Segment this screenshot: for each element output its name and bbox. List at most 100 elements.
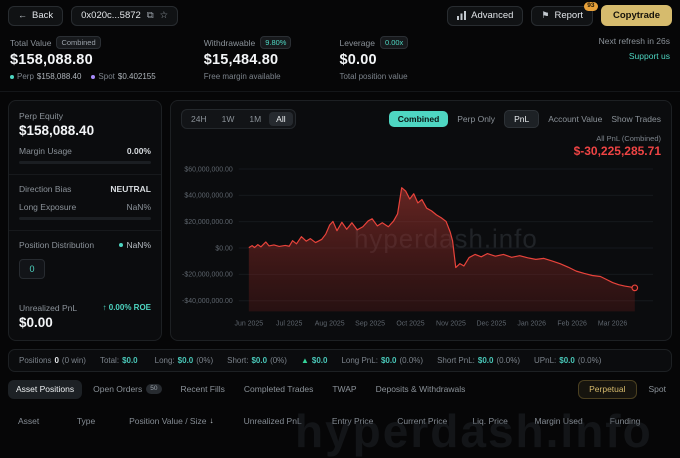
range-24h-button[interactable]: 24H: [184, 112, 214, 126]
topbar: ← Back 0x020c...5872 ⧉ ☆ Advanced ⚑ Repo…: [0, 0, 680, 30]
pnl-area-chart[interactable]: $60,000,000.00 $40,000,000.00 $20,000,000.…: [181, 160, 661, 337]
svg-text:Jan 2026: Jan 2026: [517, 321, 546, 328]
margin-usage-value: 0.00%: [126, 146, 151, 157]
margin-usage-meter: [19, 161, 151, 165]
spot-toggle-button[interactable]: Spot: [643, 381, 673, 398]
support-us-link[interactable]: Support us: [628, 51, 670, 62]
show-trades-toggle[interactable]: Show Trades: [611, 114, 661, 125]
account-stats-bar: Total Value Combined $158,088.80 Perp $1…: [0, 30, 680, 93]
range-1w-button[interactable]: 1W: [215, 112, 242, 126]
tab-deposits-withdrawals[interactable]: Deposits & Withdrawals: [368, 380, 474, 399]
up-triangle-icon: ▲: [300, 355, 309, 365]
svg-text:Jul 2025: Jul 2025: [276, 321, 302, 328]
tab-twap[interactable]: TWAP: [324, 380, 364, 399]
perp-value-pair: Perp $158,088.40: [10, 72, 81, 81]
back-button[interactable]: ← Back: [8, 5, 64, 26]
leverage-badge: 0.00x: [379, 36, 409, 50]
svg-text:Oct 2025: Oct 2025: [396, 321, 424, 328]
leverage-value: $0.00: [339, 52, 377, 69]
spot-value: $0.402155: [117, 72, 156, 82]
advanced-button[interactable]: Advanced: [447, 5, 524, 26]
perp-equity-panel: Perp Equity $158,088.40 Margin Usage 0.0…: [8, 100, 162, 341]
mode-combined-button[interactable]: Combined: [388, 111, 449, 128]
wallet-address-pill: 0x020c...5872 ⧉ ☆: [71, 5, 179, 26]
positions-summary-strip: Positions 0 (0 win) Total: $0.0 Long: $0…: [8, 348, 672, 372]
report-button[interactable]: ⚑ Report 93: [531, 1, 599, 26]
divider: [9, 230, 161, 232]
copytrade-button[interactable]: Copytrade: [601, 5, 672, 27]
tab-recent-fills[interactable]: Recent Fills: [173, 380, 233, 399]
withdrawable-sub: Free margin available: [203, 72, 281, 82]
copy-address-icon[interactable]: ⧉: [146, 9, 154, 21]
col-liq-price[interactable]: Liq. Price: [472, 415, 508, 426]
svg-text:Nov 2025: Nov 2025: [436, 321, 466, 328]
perp-value: $158,088.40: [36, 72, 82, 82]
withdrawable-label: Withdrawable: [203, 37, 256, 48]
long-exposure-label: Long Exposure: [19, 202, 77, 213]
total-value-label: Total Value: [10, 37, 52, 48]
spot-label: Spot: [98, 72, 115, 82]
distribution-count-box: 0: [19, 259, 45, 280]
svg-text:Aug 2025: Aug 2025: [315, 321, 345, 328]
time-range-segmented-control: 24H 1W 1M All: [181, 109, 296, 130]
svg-text:Sep 2025: Sep 2025: [355, 321, 385, 328]
unrealized-pnl-group: Unrealized PnL ↑ 0.00% ROE $0.00: [19, 295, 151, 330]
svg-text:$60,000,000.00: $60,000,000.00: [184, 167, 233, 174]
col-funding[interactable]: Funding: [609, 415, 641, 426]
col-entry-price[interactable]: Entry Price: [331, 415, 374, 426]
long-exposure-value: NaN%: [126, 202, 151, 213]
leverage-label: Leverage: [339, 37, 375, 48]
long-exposure-meter: [19, 217, 151, 221]
spot-dot-icon: [91, 74, 96, 79]
col-current-price[interactable]: Current Price: [397, 415, 448, 426]
main-content: Perp Equity $158,088.40 Margin Usage 0.0…: [0, 92, 680, 348]
tab-open-orders[interactable]: Open Orders 50: [85, 380, 169, 399]
pnl-readout-value: $-30,225,285.71: [573, 144, 661, 159]
col-position-value-size[interactable]: Position Value / Size ↓: [129, 415, 214, 426]
stats-right: Next refresh in 26s Support us: [599, 36, 670, 61]
perp-equity-value: $158,088.40: [19, 123, 95, 139]
total-value: $158,088.80: [10, 52, 93, 69]
perpetual-toggle-button[interactable]: Perpetual: [578, 379, 637, 399]
svg-text:Feb 2026: Feb 2026: [557, 321, 587, 328]
mode-perp-only-button[interactable]: Perp Only: [457, 114, 496, 125]
svg-text:Jun 2025: Jun 2025: [234, 321, 263, 328]
col-type[interactable]: Type: [76, 415, 96, 426]
advanced-label: Advanced: [471, 10, 514, 21]
report-count-badge: 93: [583, 1, 599, 11]
svg-text:$0.00: $0.00: [215, 246, 233, 253]
perp-dot-icon: [10, 74, 14, 79]
bar-chart-icon: [457, 11, 467, 21]
sort-desc-icon: ↓: [209, 416, 214, 426]
positions-tabs-row: Asset Positions Open Orders 50 Recent Fi…: [8, 379, 673, 399]
tab-asset-positions[interactable]: Asset Positions: [8, 379, 83, 399]
svg-text:Dec 2025: Dec 2025: [476, 321, 506, 328]
withdrawable-value: $15,484.80: [203, 52, 279, 69]
summary-upnl: UPnL: $0.0 (0.0%): [534, 355, 602, 365]
summary-total: Total: $0.0: [99, 355, 138, 365]
tab-completed-trades[interactable]: Completed Trades: [236, 380, 321, 399]
col-unrealized-pnl[interactable]: Unrealized PnL: [243, 415, 302, 426]
position-distribution-label: Position Distribution: [19, 240, 95, 251]
direction-bias-value: NEUTRAL: [110, 184, 151, 195]
svg-text:$40,000,000.00: $40,000,000.00: [184, 193, 233, 200]
summary-positions: Positions 0 (0 win): [19, 355, 86, 365]
view-pnl-button[interactable]: PnL: [504, 110, 540, 129]
col-margin-used[interactable]: Margin Used: [534, 415, 583, 426]
summary-long: Long: $0.0 (0%): [154, 355, 214, 365]
favorite-star-icon[interactable]: ☆: [159, 9, 169, 21]
spot-value-pair: Spot $0.402155: [91, 72, 156, 82]
back-arrow-icon: ←: [18, 10, 27, 21]
range-all-button[interactable]: All: [269, 112, 293, 127]
range-1m-button[interactable]: 1M: [242, 112, 268, 126]
view-account-value-button[interactable]: Account Value: [548, 114, 603, 125]
position-distribution-value: NaN%: [126, 240, 151, 251]
svg-text:$20,000,000.00: $20,000,000.00: [184, 219, 233, 226]
back-label: Back: [32, 10, 54, 21]
unrealized-pnl-label: Unrealized PnL: [19, 302, 78, 313]
chart-view-controls: Combined Perp Only PnL Account Value Sho…: [388, 110, 661, 129]
col-asset[interactable]: Asset: [18, 415, 40, 426]
direction-bias-label: Direction Bias: [19, 184, 72, 195]
summary-short: Short: $0.0 (0%): [227, 355, 287, 365]
